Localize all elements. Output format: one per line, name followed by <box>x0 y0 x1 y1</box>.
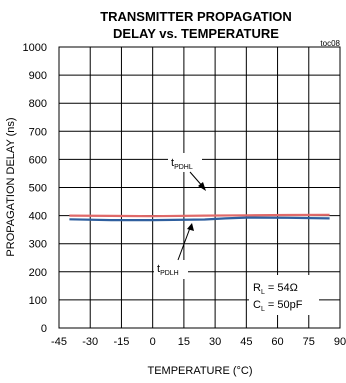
x-tick-label: -15 <box>113 336 129 348</box>
tpdlh-label-bg <box>154 260 188 279</box>
x-tick-label: 15 <box>178 336 190 348</box>
x-tick-label: 30 <box>209 336 221 348</box>
chart-title-line2: DELAY vs. TEMPERATURE <box>113 26 279 41</box>
conditions-box-bg <box>249 275 319 315</box>
y-tick-label: 800 <box>29 98 47 110</box>
plot-frame <box>58 46 341 329</box>
y-tick-label: 1000 <box>23 42 47 54</box>
figure-id: toc08 <box>320 39 340 48</box>
cl-condition: CL = 50pF <box>253 299 303 313</box>
y-tick-label: 100 <box>29 295 47 307</box>
y-tick-label: 300 <box>29 239 47 251</box>
x-tick-label: -45 <box>51 336 67 348</box>
x-tick-label: 90 <box>334 336 346 348</box>
y-tick-label: 400 <box>29 211 47 223</box>
rl-condition: RL = 54Ω <box>253 282 298 296</box>
x-tick-label: 0 <box>150 336 156 348</box>
y-tick-label: 900 <box>29 70 47 82</box>
tpdlh-label: tPDLH <box>157 263 179 277</box>
y-tick-label: 500 <box>29 183 47 195</box>
series-layer <box>69 213 330 222</box>
x-tick-label: 45 <box>240 336 252 348</box>
series-line-tpdlh <box>69 216 330 222</box>
tpdhl-label: tPDHL <box>171 157 193 171</box>
y-tick-label: 200 <box>29 267 47 279</box>
y-axis-label: PROPAGATION DELAY (ns) <box>5 117 17 256</box>
x-tick-label: 60 <box>271 336 283 348</box>
series-line-tpdhl <box>69 213 330 218</box>
x-tick-label: 75 <box>303 336 315 348</box>
tpdlh-arrowhead <box>187 223 194 231</box>
tpdhl-arrowhead <box>198 182 206 191</box>
tick-labels: -45 -30 -15 0 15 30 45 60 75 90010020030040050060… <box>23 42 346 348</box>
y-tick-label: 0 <box>41 323 47 335</box>
x-tick-label: -30 <box>82 336 98 348</box>
x-axis-label: TEMPERATURE (°C) <box>147 365 252 377</box>
chart-title-line1: TRANSMITTER PROPAGATION <box>100 9 292 24</box>
y-tick-label: 600 <box>29 154 47 166</box>
tpdlh-arrow-line <box>177 227 191 261</box>
y-tick-label: 700 <box>29 126 47 138</box>
tpdhl-label-bg <box>168 153 202 172</box>
